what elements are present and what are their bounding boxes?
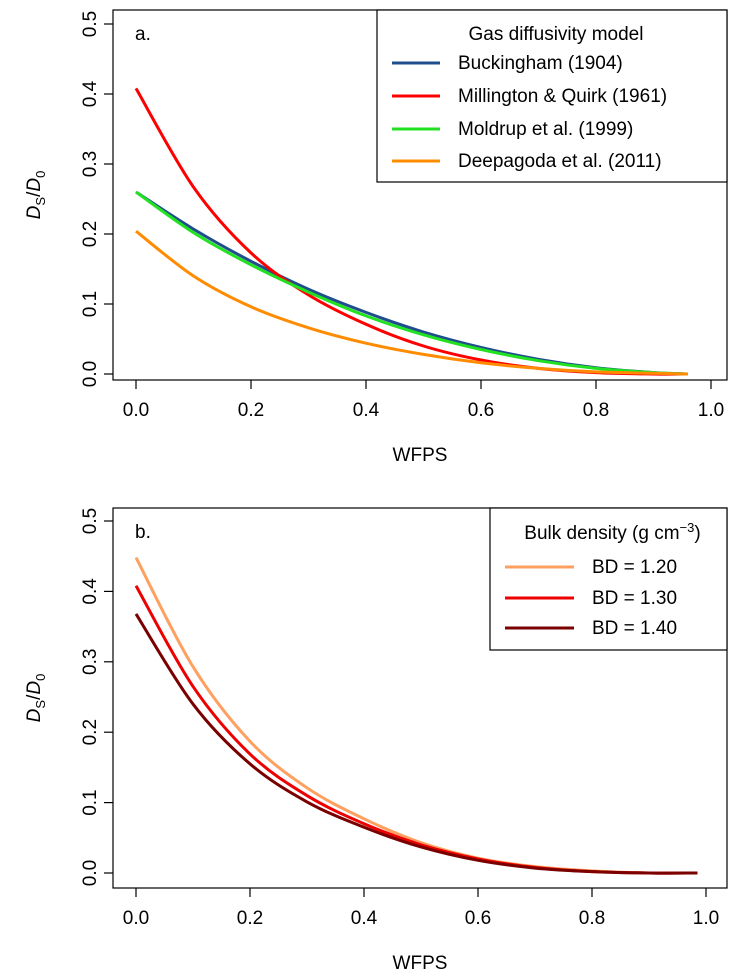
x-axis-label: WFPS [393, 953, 448, 974]
y-axis-label-part: D [24, 205, 45, 219]
y-tick-label: 0.2 [80, 221, 101, 247]
series-line-deepagoda-et-al-2011 [135, 230, 689, 376]
legend-box [489, 507, 728, 651]
panel-label: a. [135, 24, 151, 45]
y-axis-label-part: / [24, 694, 45, 700]
y-tick-label: 0.4 [80, 578, 101, 605]
x-tick-label: 0.2 [237, 908, 263, 929]
y-tick-label: 0.1 [80, 291, 101, 317]
x-tick-label: 0.0 [123, 908, 149, 929]
legend-entry: Moldrup et al. (1999) [458, 119, 633, 140]
y-tick-label: 0.0 [80, 860, 101, 886]
series-line-bd-1-40 [134, 613, 698, 875]
y-axis-label: DS/D0 [24, 171, 48, 220]
legend-title-end: ) [694, 523, 700, 544]
panel-label: b. [135, 522, 151, 543]
x-tick-label: 1.0 [698, 400, 724, 421]
legend-entry: BD = 1.30 [592, 588, 677, 609]
x-axis-label: WFPS [393, 445, 448, 466]
y-tick-label: 0.2 [80, 719, 101, 745]
y-axis-label-part: S [33, 700, 48, 709]
y-axis-label-part: D [24, 708, 45, 722]
y-tick-label: 0.1 [80, 789, 101, 815]
panel-a: 0.0 0.2 0.4 0.6 0.8 1.0 WFPS 0.0 0.1 0.2 0.3 0.4 0.5… [24, 9, 728, 466]
x-tick-label: 0.0 [123, 400, 149, 421]
y-axis-label-part: D [24, 681, 45, 695]
y-tick-label: 0.4 [80, 80, 101, 107]
legend-title-main: Bulk density (g cm [524, 523, 679, 544]
plot-frame [112, 507, 728, 889]
legend-title: Gas diffusivity model [469, 24, 644, 45]
legend-entry: Deepagoda et al. (2011) [458, 151, 662, 172]
y-axis-label-part: / [24, 191, 45, 197]
y-tick-label: 0.0 [80, 361, 101, 387]
legend-entry: BD = 1.40 [592, 618, 677, 639]
y-axis-label-part: S [33, 197, 48, 206]
legend-entry: BD = 1.20 [592, 557, 677, 578]
y-tick-label: 0.3 [80, 649, 101, 675]
y-tick-label: 0.3 [80, 151, 101, 177]
y-tick-label: 0.5 [80, 11, 101, 37]
y-axis-label-part: D [24, 178, 45, 192]
y-axis-label-part: 0 [33, 171, 48, 178]
y-axis-label-part: 0 [33, 674, 48, 681]
x-tick-label: 0.4 [353, 400, 380, 421]
y-tick-label: 0.5 [80, 508, 101, 534]
legend-title-sup: −3 [680, 520, 695, 535]
panel-b: 0.0 0.2 0.4 0.6 0.8 1.0 WFPS 0.0 0.1 0.2 0.3 0.4 0.5… [24, 507, 728, 974]
x-tick-label: 0.2 [238, 400, 264, 421]
x-tick-label: 0.8 [583, 400, 609, 421]
legend-title: Bulk density (g cm−3) [524, 520, 700, 544]
series-line-moldrup-et-al-1999 [135, 190, 689, 376]
x-tick-label: 1.0 [693, 908, 719, 929]
legend-entry: Buckingham (1904) [458, 53, 623, 74]
x-tick-label: 0.4 [351, 908, 378, 929]
x-tick-label: 0.8 [579, 908, 605, 929]
x-tick-label: 0.6 [468, 400, 494, 421]
y-axis-label: DS/D0 [24, 674, 48, 723]
legend-entry: Millington & Quirk (1961) [458, 86, 667, 107]
x-tick-label: 0.6 [465, 908, 491, 929]
